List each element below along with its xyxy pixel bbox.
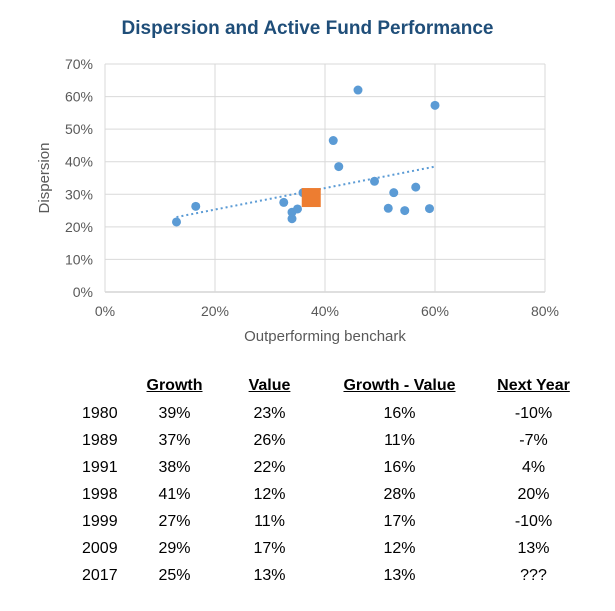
y-tick-label: 20% [65, 219, 93, 235]
y-axis-label: Dispersion [36, 143, 53, 214]
data-point [430, 100, 440, 110]
cell-growth-minus-value: 16% [383, 458, 416, 476]
header-growth: Growth [146, 377, 203, 394]
y-tick-label: 40% [65, 154, 93, 170]
chart-title: Dispersion and Active Fund Performance [121, 18, 494, 39]
y-tick-label: 70% [65, 56, 93, 72]
table-row: 1998 41% 12% 28% 20% [70, 481, 590, 508]
x-tick-label: 0% [95, 303, 115, 319]
returns-table: Growth Value Growth - Value Next Year 19… [70, 372, 590, 589]
data-point [383, 203, 393, 213]
table-row: 1999 27% 11% 17% -10% [70, 508, 590, 535]
data-point [353, 85, 363, 95]
x-tick-label: 80% [531, 303, 559, 319]
table-row: 2009 29% 17% 12% 13% [70, 535, 590, 562]
data-point [293, 204, 302, 214]
data-point [287, 214, 297, 224]
cell-growth: 37% [158, 431, 191, 449]
cell-next-year: -7% [519, 431, 548, 449]
cell-next-year: -10% [514, 404, 553, 422]
x-tick-label: 60% [421, 303, 449, 319]
cell-year: 2017 [82, 566, 118, 584]
data-point [191, 201, 201, 211]
cell-next-year: 4% [521, 458, 546, 476]
table-row: 1980 39% 23% 16% -10% [70, 400, 590, 427]
cell-year: 2009 [82, 539, 118, 557]
cell-value: 11% [254, 512, 285, 530]
data-point [334, 162, 344, 172]
y-tick-label: 10% [65, 251, 93, 267]
cell-year: 1991 [82, 458, 118, 476]
cell-growth: 38% [158, 458, 191, 476]
cell-value: 26% [253, 431, 286, 449]
y-tick-label: 50% [65, 121, 93, 137]
data-point [279, 197, 289, 207]
cell-next-year: 13% [517, 539, 550, 557]
cell-growth-minus-value: 28% [383, 485, 416, 503]
table-header-row: Growth Value Growth - Value Next Year [70, 372, 590, 400]
y-tick-label: 60% [65, 89, 93, 105]
data-point [370, 176, 379, 186]
y-tick-label: 0% [73, 284, 93, 300]
cell-value: 23% [253, 404, 286, 422]
cell-value: 12% [253, 485, 286, 503]
cell-year: 1980 [82, 404, 118, 422]
cell-next-year: 20% [517, 485, 550, 503]
cell-year: 1989 [82, 431, 118, 449]
header-growth-minus-value: Growth - Value [343, 377, 456, 394]
x-tick-label: 20% [201, 303, 229, 319]
data-point [411, 182, 421, 192]
x-axis-label: Outperforming benchark [244, 328, 406, 345]
cell-growth-minus-value: 13% [383, 566, 416, 584]
data-point [389, 188, 399, 198]
x-tick-label: 40% [311, 303, 339, 319]
cell-growth-minus-value: 11% [384, 431, 415, 449]
cell-year: 1999 [82, 512, 118, 530]
cell-growth: 39% [158, 404, 191, 422]
y-tick-label: 30% [65, 186, 93, 202]
cell-year: 1998 [82, 485, 118, 503]
cell-growth-minus-value: 16% [383, 404, 416, 422]
cell-value: 22% [253, 458, 286, 476]
header-year [70, 372, 132, 400]
cell-value: 13% [253, 566, 286, 584]
table-row: 2017 25% 13% 13% ??? [70, 562, 590, 589]
header-next-year: Next Year [497, 377, 570, 394]
data-point [172, 217, 181, 227]
cell-next-year: -10% [514, 512, 553, 530]
data-point [400, 206, 410, 216]
cell-growth-minus-value: 12% [383, 539, 416, 557]
cell-growth-minus-value: 17% [383, 512, 416, 530]
scatter-chart: 0% 10% 20% 30% 40% 50% 60% 70% 0% 20% 40% 60% 80% Out… [36, 56, 559, 345]
data-point [425, 204, 434, 214]
cell-growth: 27% [158, 512, 191, 530]
table-row: 1991 38% 22% 16% 4% [70, 454, 590, 481]
cell-value: 17% [253, 539, 286, 557]
cell-growth: 41% [158, 485, 191, 503]
cell-growth: 25% [158, 566, 191, 584]
highlight-point [301, 188, 321, 208]
cell-growth: 29% [158, 539, 191, 557]
table-row: 1989 37% 26% 11% -7% [70, 427, 590, 454]
data-point [328, 136, 338, 146]
header-value: Value [248, 377, 291, 394]
cell-next-year: ??? [520, 566, 547, 584]
